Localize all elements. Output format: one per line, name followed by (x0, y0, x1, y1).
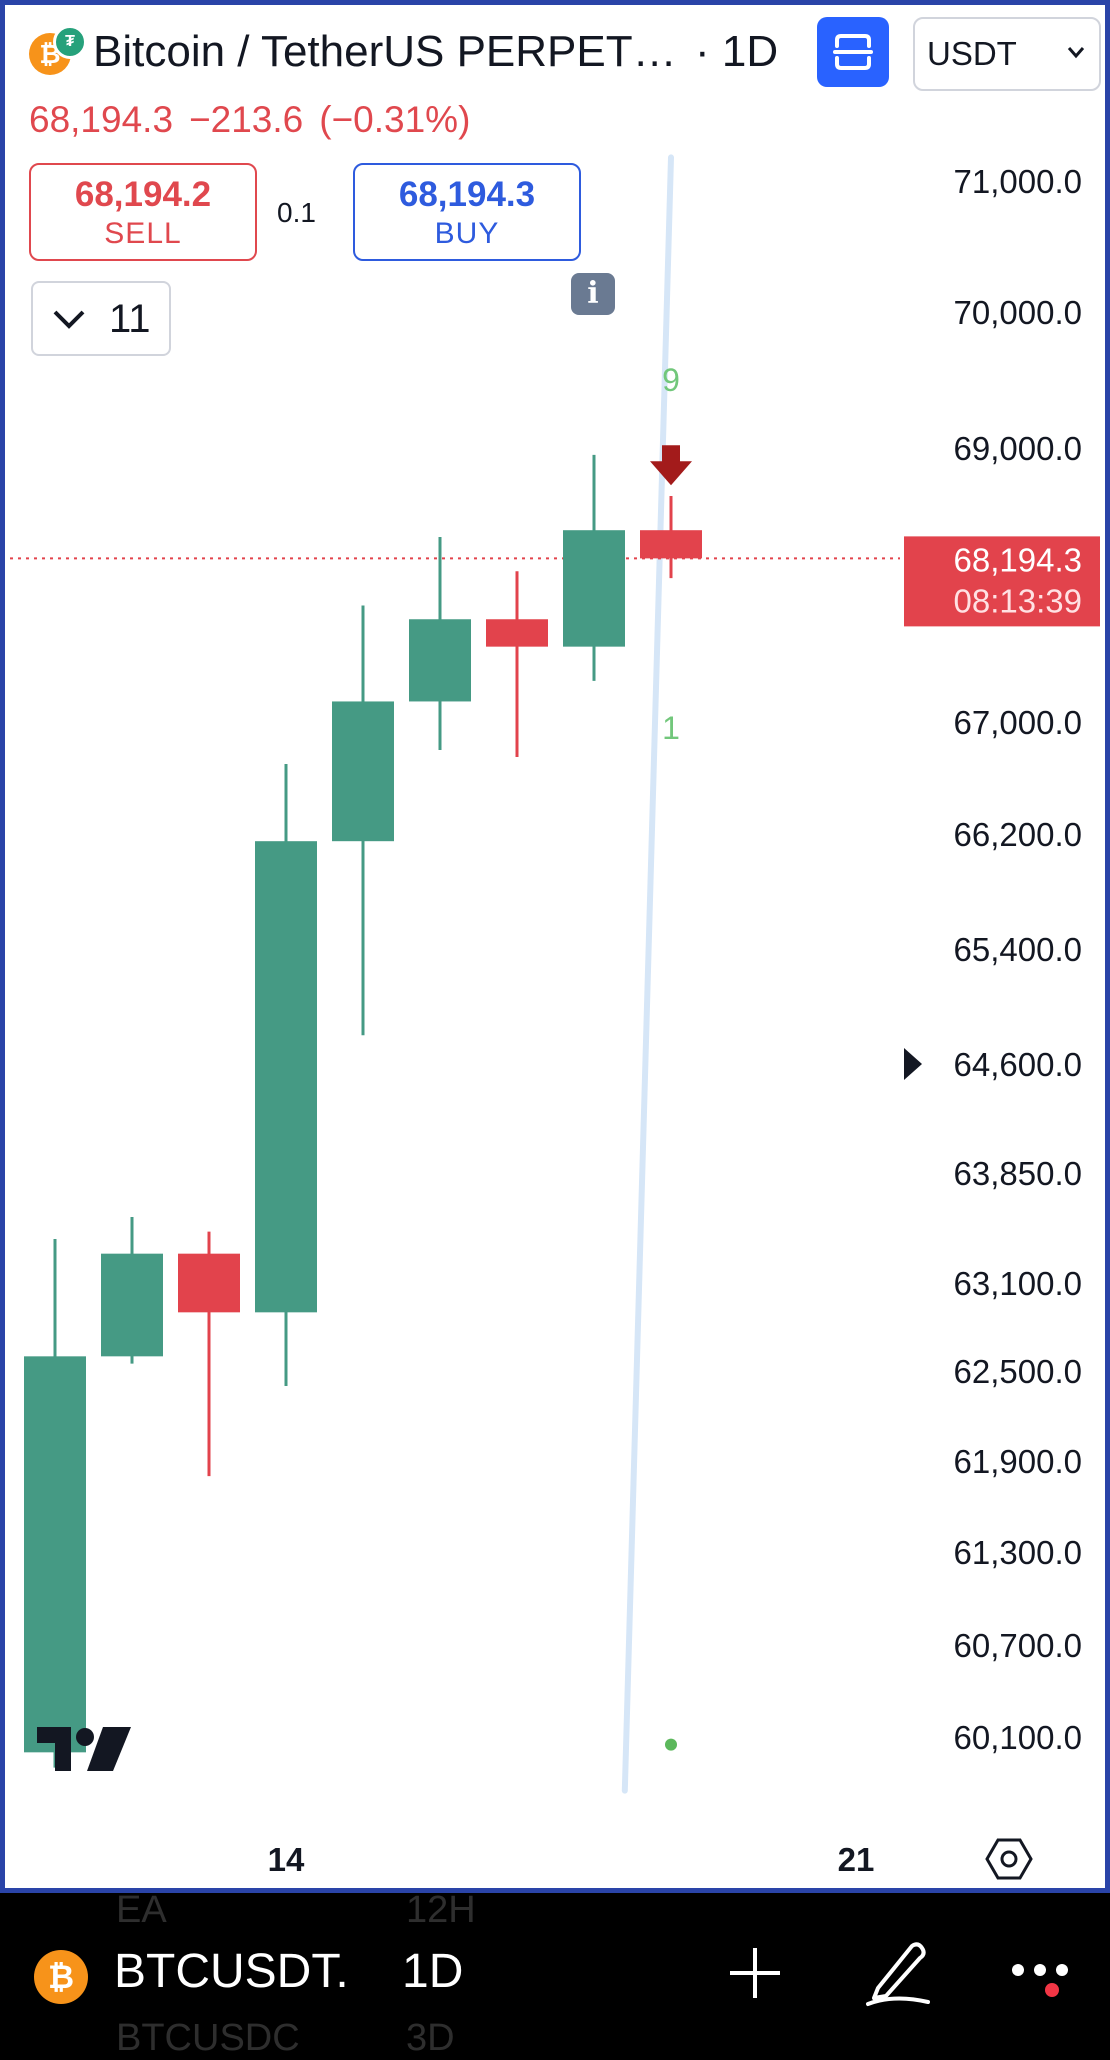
chart-settings-icon[interactable] (985, 1838, 1033, 1880)
fullscreen-button[interactable] (817, 17, 889, 87)
draw-pencil-icon[interactable] (864, 1936, 932, 2008)
info-icon[interactable]: i (571, 273, 615, 315)
chevron-down-icon (1067, 47, 1085, 59)
candle-body[interactable] (24, 1356, 86, 1753)
buy-price: 68,194.3 (398, 175, 536, 214)
buy-label: BUY (434, 217, 500, 250)
ghost-list-right: 3D (406, 2017, 455, 2059)
y-axis-tick-label: 61,900.0 (954, 1443, 1082, 1480)
chart-header: ₿ ₮ Bitcoin / TetherUS PERPETUAL CONTRAC… (5, 5, 1105, 115)
last-price: 68,194.3 (29, 99, 174, 140)
indicators-count: 11 (109, 297, 151, 341)
bar-countdown: 08:13:39 (954, 582, 1082, 619)
tradingview-logo-icon (37, 1727, 131, 1771)
y-axis-tick-label: 70,000.0 (954, 294, 1082, 331)
y-axis-tick-label: 71,000.0 (954, 163, 1082, 200)
price-change: −213.6 (189, 99, 304, 140)
price-chart[interactable]: 9 1 71,000.0 70,000.0 69,000.0 67,000.0 66,200… (5, 5, 1105, 1888)
y-axis-tick-label: 67,000.0 (954, 704, 1082, 741)
spread-value: 0.1 (277, 197, 316, 228)
x-axis-tick-label: 21 (838, 1841, 875, 1878)
sell-button[interactable]: 68,194.2 SELL (29, 163, 257, 261)
bottom-symbol[interactable]: BTCUSDT. (114, 1945, 349, 1998)
sell-label: SELL (104, 217, 182, 250)
ghost-list-right: 12H (406, 1889, 476, 1931)
currency-label: USDT (927, 35, 1017, 72)
notification-dot (1045, 1983, 1059, 1997)
y-axis-tick-label: 60,700.0 (954, 1627, 1082, 1664)
candle-body[interactable] (640, 530, 702, 559)
y-axis-tick-label: 62,500.0 (954, 1353, 1082, 1390)
candle-body[interactable] (255, 841, 317, 1313)
y-axis-tick-label: 64,600.0 (954, 1046, 1082, 1083)
sequence-marker-label: 9 (662, 362, 680, 398)
price-change-percent: (−0.31%) (319, 99, 471, 140)
y-axis-tick-label: 60,100.0 (954, 1719, 1082, 1756)
more-options-icon[interactable] (1010, 1956, 1080, 2000)
fullscreen-icon (833, 34, 873, 70)
bottom-bar: EA 12H BTCUSDC 3D (0, 1889, 1110, 2059)
y-axis-tick-label: 63,100.0 (954, 1265, 1082, 1302)
y-axis-tick-label: 69,000.0 (954, 430, 1082, 467)
candle-body[interactable] (332, 701, 394, 842)
sell-price: 68,194.2 (74, 175, 212, 214)
ghost-list-left: EA (116, 1889, 167, 1931)
ghost-list-left: BTCUSDC (116, 2017, 300, 2059)
buy-button[interactable]: 68,194.3 BUY (353, 163, 581, 261)
current-price-label (904, 536, 1100, 627)
indicators-toggle[interactable]: 11 (31, 281, 171, 356)
bottom-interval[interactable]: 1D (402, 1945, 464, 1998)
sequence-marker-label: 1 (662, 710, 680, 746)
candle-body[interactable] (486, 619, 548, 647)
chevron-down-icon (53, 310, 85, 329)
current-price-value: 68,194.3 (954, 541, 1082, 578)
axis-cursor-marker-icon (904, 1048, 922, 1080)
y-axis-tick-label: 65,400.0 (954, 931, 1082, 968)
candle-body[interactable] (178, 1253, 240, 1313)
currency-select[interactable]: USDT (913, 17, 1101, 91)
trend-line[interactable] (621, 154, 674, 1794)
plus-icon[interactable] (726, 1944, 784, 2002)
tether-badge-icon: ₮ (53, 25, 87, 59)
y-axis-tick-label: 63,850.0 (954, 1155, 1082, 1192)
candle-body[interactable] (101, 1253, 163, 1357)
chart-app: ₿ ₮ Bitcoin / TetherUS PERPETUAL CONTRAC… (0, 0, 1110, 1893)
candle-body[interactable] (409, 619, 471, 702)
y-axis-tick-label: 66,200.0 (954, 816, 1082, 853)
signal-dot (665, 1738, 677, 1751)
sell-signal-arrow-icon (650, 445, 692, 486)
interval-label[interactable]: · 1D (695, 27, 779, 76)
x-axis-tick-label: 14 (268, 1841, 305, 1878)
bitcoin-logo-icon: ₿ (34, 1950, 88, 2004)
y-axis-tick-label: 61,300.0 (954, 1534, 1082, 1571)
candle-body[interactable] (563, 530, 625, 647)
price-quote: 68,194.3 −213.6 (−0.31%) (29, 99, 486, 141)
